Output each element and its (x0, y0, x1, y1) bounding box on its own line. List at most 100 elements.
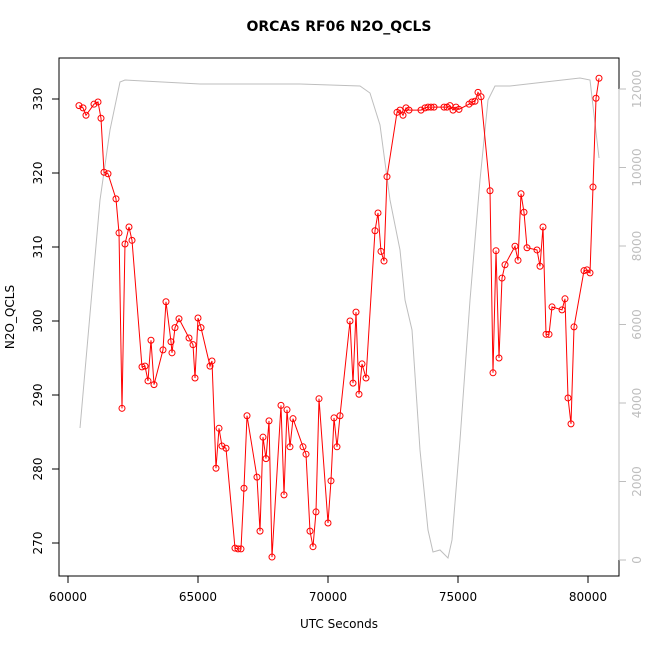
y2-tick-label: 0 (630, 556, 644, 564)
data-point (315, 395, 323, 403)
data-point (377, 247, 385, 255)
data-point (138, 363, 146, 371)
data-point (286, 443, 294, 451)
y-tick-label: 280 (31, 458, 45, 481)
data-point (580, 267, 588, 275)
data-point (542, 330, 550, 338)
data-point (299, 443, 307, 451)
series-line (79, 77, 600, 559)
data-point (289, 415, 297, 423)
data-point (333, 443, 341, 451)
y-tick-label: 300 (31, 310, 45, 333)
data-point (112, 195, 120, 203)
data-point (589, 183, 597, 191)
data-point (215, 424, 223, 432)
data-point (283, 406, 291, 414)
data-point (539, 223, 547, 231)
data-point (104, 170, 112, 178)
data-point (97, 114, 105, 122)
data-point (189, 341, 197, 349)
data-point (396, 106, 404, 114)
data-point (330, 414, 338, 422)
data-point (358, 360, 366, 368)
data-point (243, 412, 251, 420)
data-point (374, 209, 382, 217)
data-point (90, 100, 98, 108)
data-point (218, 442, 226, 450)
data-point (567, 420, 575, 428)
data-point (471, 97, 479, 105)
data-point (405, 106, 413, 114)
y-tick-label: 320 (31, 162, 45, 185)
data-point (162, 298, 170, 306)
y2-tick-label: 12000 (630, 70, 644, 108)
data-point (280, 491, 288, 499)
data-point (159, 346, 167, 354)
series-line (78, 78, 600, 558)
data-point (208, 357, 216, 365)
data-point (533, 246, 541, 254)
data-point (327, 477, 335, 485)
data-point (514, 256, 522, 264)
data-point (380, 257, 388, 265)
data-point (147, 336, 155, 344)
data-point (306, 527, 314, 535)
data-point (75, 102, 83, 110)
y-tick-label: 290 (31, 384, 45, 407)
x-tick-label: 75000 (439, 590, 477, 604)
data-point (234, 545, 242, 553)
data-point (222, 444, 230, 452)
y2-tick-label: 8000 (630, 231, 644, 262)
y-tick-label: 270 (31, 532, 45, 555)
data-point (586, 269, 594, 277)
data-point (141, 362, 149, 370)
data-point (355, 390, 363, 398)
data-point (265, 417, 273, 425)
data-point (346, 317, 354, 325)
data-point (194, 314, 202, 322)
data-point (336, 412, 344, 420)
data-point (237, 545, 245, 553)
data-point (94, 98, 102, 106)
data-point (212, 464, 220, 472)
data-point (309, 543, 317, 551)
data-point (477, 93, 485, 101)
data-point (362, 374, 370, 382)
data-point (302, 450, 310, 458)
x-tick-label: 80000 (569, 590, 607, 604)
data-point (277, 401, 285, 409)
data-point (256, 527, 264, 535)
data-point (523, 244, 531, 252)
x-tick-label: 70000 (309, 590, 347, 604)
data-point (150, 381, 158, 389)
y-tick-label: 330 (31, 88, 45, 111)
data-point (240, 484, 248, 492)
y-axis-label: N2O_QCLS (3, 285, 17, 349)
data-point (468, 98, 476, 106)
data-point (455, 105, 463, 113)
y2-tick-label: 10000 (630, 148, 644, 186)
data-point (501, 261, 509, 269)
y2-tick-label: 4000 (630, 388, 644, 419)
data-point (125, 223, 133, 231)
y2-tick-label: 2000 (630, 466, 644, 497)
chart-title: ORCAS RF06 N2O_QCLS (247, 19, 432, 35)
data-point (399, 111, 407, 119)
data-point (79, 104, 87, 112)
data-point (570, 323, 578, 331)
x-tick-label: 65000 (179, 590, 217, 604)
x-tick-label: 60000 (49, 590, 87, 604)
data-point (498, 274, 506, 282)
data-point (262, 455, 270, 463)
y2-tick-label: 6000 (630, 309, 644, 340)
data-point (121, 240, 129, 248)
data-point (492, 247, 500, 255)
data-point (115, 229, 123, 237)
data-point (520, 208, 528, 216)
data-point (489, 369, 497, 377)
data-point (197, 324, 205, 332)
data-point (100, 168, 108, 176)
data-point (352, 308, 360, 316)
